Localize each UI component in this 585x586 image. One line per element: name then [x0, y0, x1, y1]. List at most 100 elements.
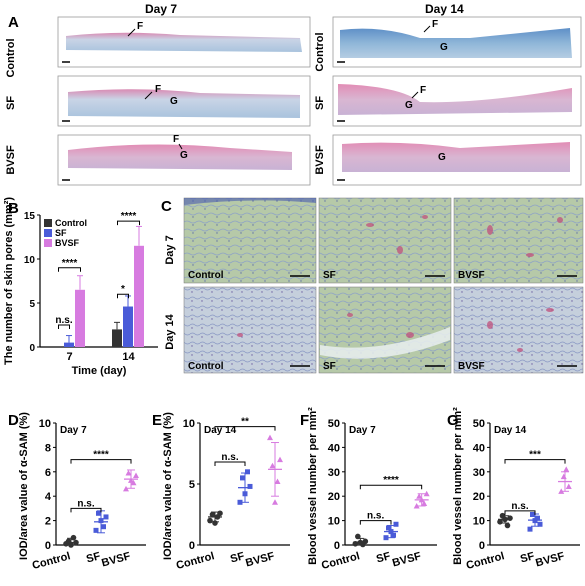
data-point — [267, 434, 273, 441]
data-point — [274, 478, 281, 485]
panel-g-letter: G — [447, 412, 459, 429]
data-point — [70, 534, 77, 541]
ytick-label: 0 — [479, 540, 485, 552]
panel-f-chart: 0 10 20 30 40 50 Control SF BVSF Day 7 n.s. **** Blo… — [307, 407, 437, 572]
sig-stars-label: **** — [93, 450, 109, 461]
b-ytick-label: 10 — [24, 255, 36, 266]
sig-ns-label: n.s. — [511, 501, 528, 512]
xtick-label: Control — [31, 550, 72, 572]
data-point — [209, 511, 216, 518]
data-point — [383, 535, 389, 541]
data-point — [504, 522, 511, 529]
marker-f-d14-control: F — [432, 19, 438, 30]
xtick-label: SF — [229, 550, 246, 565]
xtick-label: BVSF — [100, 550, 132, 569]
tissue-d7-bvsf — [68, 144, 292, 170]
b-sig-d7-bracket — [58, 267, 81, 272]
ytick-label: 20 — [473, 491, 485, 503]
sig-stars-bracket — [70, 459, 132, 464]
xtick-label: Control — [175, 550, 216, 572]
data-point — [535, 515, 540, 521]
tissue-d7-sf — [68, 89, 300, 118]
micro-d7-bvsf — [453, 197, 584, 284]
panel-e-letter: E — [152, 412, 163, 429]
data-point — [123, 485, 129, 492]
row-label-control-d7: Control — [5, 38, 17, 77]
data-point — [103, 514, 109, 520]
data-point — [130, 479, 137, 486]
data-point — [101, 524, 106, 530]
b-ytick-label: 15 — [24, 211, 36, 222]
ytick-label: 5 — [189, 479, 195, 491]
sig-ns-label: n.s. — [221, 452, 238, 463]
data-point — [391, 532, 396, 538]
sig-stars-bracket — [214, 426, 276, 431]
marker-g-d14-sf: G — [405, 100, 413, 111]
panel-d-letter: D — [8, 412, 19, 429]
c-label-d14-sf: SF — [323, 361, 336, 372]
row-label-sf-d7: SF — [5, 96, 17, 110]
ytick-label: 0 — [334, 540, 340, 552]
sig-stars-bracket — [359, 484, 423, 490]
ytick-label: 30 — [473, 467, 485, 479]
xtick-label: BVSF — [244, 550, 276, 569]
day-label: Day 14 — [494, 425, 527, 436]
b-sig-d14a-label: * — [121, 284, 125, 295]
xtick-label: BVSF — [534, 550, 566, 569]
b-sig-ns-bracket — [58, 324, 70, 329]
data-point — [563, 466, 570, 472]
data-point — [393, 521, 399, 527]
data-point — [93, 527, 99, 533]
marker-f-d7-bvsf: F — [173, 134, 179, 145]
row-label-control-d14: Control — [314, 32, 326, 71]
row-label-bvsf-d7: BVSF — [5, 145, 17, 175]
ylabel: IOD/area value of α-SAM (%) — [162, 412, 174, 560]
xtick-label: BVSF — [391, 550, 423, 569]
panel-a-day14-title: Day 14 — [425, 2, 464, 16]
row-label-bvsf-d14: BVSF — [314, 145, 326, 175]
b-sig-d14b-label: **** — [121, 211, 137, 222]
data-point — [277, 456, 283, 463]
c-label-d14-bvsf: BVSF — [458, 361, 485, 372]
c-row-day7: Day 7 — [164, 235, 176, 264]
data-point — [355, 533, 361, 540]
b-legend-label: SF — [55, 228, 67, 238]
ytick-label: 10 — [39, 418, 51, 430]
b-ylabel: The number of skin pores (mm²) — [3, 197, 15, 365]
data-point — [560, 473, 567, 480]
ytick-label: 0 — [45, 540, 51, 552]
ytick-label: 0 — [189, 540, 195, 552]
b-sig-d7-label: **** — [62, 258, 78, 269]
tissue-d14-bvsf — [342, 142, 570, 172]
b-legend-swatch — [44, 239, 52, 247]
xtick-label: Control — [465, 550, 506, 572]
data-point — [413, 502, 420, 509]
sig-stars-label: *** — [529, 450, 541, 461]
sig-ns-bracket — [504, 510, 536, 515]
xtick-label: SF — [375, 550, 392, 565]
ylabel: IOD/area value of α-SAM (%) — [18, 412, 30, 560]
c-label-d7-sf: SF — [323, 270, 336, 281]
tissue-d7-control — [66, 32, 302, 52]
ytick-label: 4 — [45, 491, 52, 503]
b-sig-ns-label: n.s. — [55, 315, 72, 326]
data-point — [421, 500, 428, 507]
ytick-label: 10 — [183, 418, 195, 430]
micro-d7-sf — [318, 197, 452, 284]
data-point — [133, 472, 139, 478]
ytick-label: 40 — [473, 442, 485, 454]
b-bar — [112, 329, 122, 347]
ytick-label: 50 — [473, 418, 485, 430]
marker-f-d7-control: F — [137, 21, 143, 32]
ytick-label: 8 — [45, 442, 51, 454]
sig-ns-bracket — [214, 461, 246, 467]
xtick-label: Control — [320, 550, 361, 572]
sig-stars-label: **** — [383, 475, 399, 486]
ytick-label: 30 — [328, 467, 340, 479]
data-point — [207, 517, 213, 524]
panel-f-letter: F — [300, 412, 310, 429]
day-label: Day 14 — [204, 425, 237, 436]
ylabel: Blood vessel number per mm² — [452, 407, 464, 565]
c-label-d14-control: Control — [188, 361, 224, 372]
